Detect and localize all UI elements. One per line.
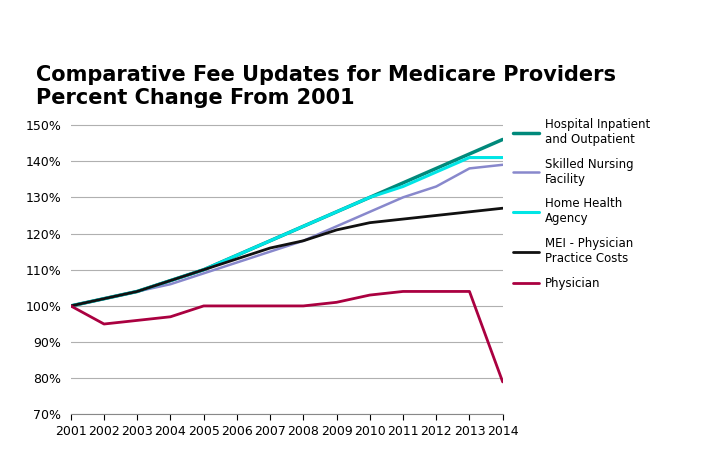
Text: Comparative Fee Updates for Medicare Providers
Percent Change From 2001: Comparative Fee Updates for Medicare Pro…	[36, 65, 616, 108]
Legend: Hospital Inpatient
and Outpatient, Skilled Nursing
Facility, Home Health
Agency,: Hospital Inpatient and Outpatient, Skill…	[513, 118, 650, 290]
